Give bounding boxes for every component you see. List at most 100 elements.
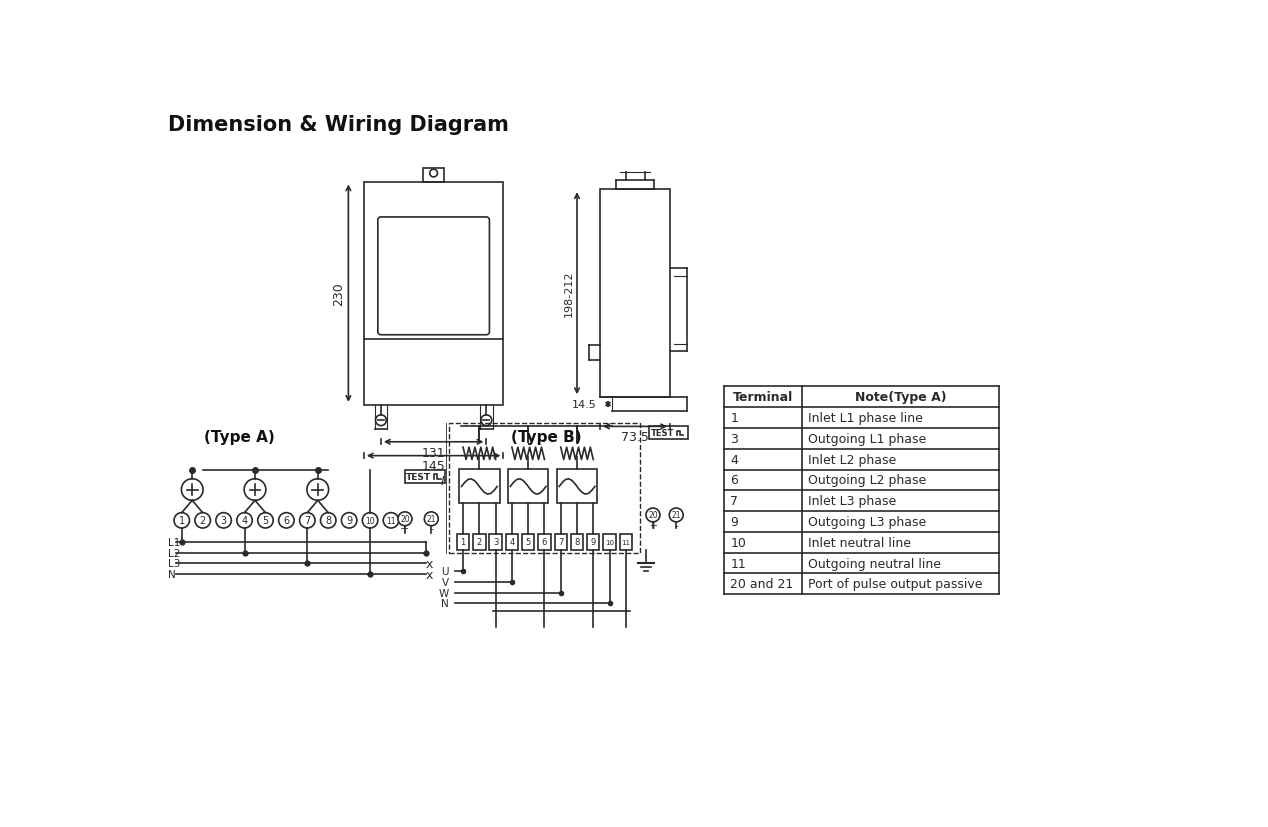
Text: 145: 145 (422, 460, 445, 473)
Text: 11: 11 (621, 539, 630, 545)
Text: 5: 5 (525, 538, 531, 547)
Text: (Type A): (Type A) (204, 430, 275, 445)
Text: TEST: TEST (406, 472, 431, 481)
Circle shape (237, 513, 252, 528)
Circle shape (307, 479, 328, 500)
Text: 4: 4 (241, 516, 247, 526)
Text: 14.5: 14.5 (572, 399, 596, 409)
Text: 4: 4 (730, 453, 738, 466)
Text: 10: 10 (365, 516, 375, 525)
Text: 1: 1 (730, 412, 738, 424)
Bar (604, 534, 616, 550)
Text: Inlet L2 phase: Inlet L2 phase (808, 453, 896, 466)
Text: 7: 7 (730, 495, 738, 508)
Bar (649, 427, 687, 440)
Text: Outgoing L2 phase: Outgoing L2 phase (808, 474, 926, 487)
Text: I: I (441, 474, 445, 487)
Text: TEST: TEST (650, 429, 673, 437)
Bar (364, 182, 503, 405)
Text: -: - (675, 520, 678, 530)
Text: Inlet L1 phase line: Inlet L1 phase line (808, 412, 923, 424)
Circle shape (321, 513, 336, 528)
Bar (587, 534, 600, 550)
Text: 10: 10 (605, 539, 614, 545)
Text: U: U (441, 566, 449, 576)
Text: 11: 11 (730, 557, 746, 570)
Bar (554, 534, 567, 550)
Text: 8: 8 (325, 516, 331, 526)
Text: Outgoing neutral line: Outgoing neutral line (808, 557, 941, 570)
Text: 6: 6 (283, 516, 289, 526)
Text: 10: 10 (730, 536, 747, 549)
Text: 1: 1 (460, 538, 465, 547)
Text: 131: 131 (422, 446, 445, 459)
Text: 20: 20 (401, 514, 410, 523)
Text: Note(Type A): Note(Type A) (855, 390, 946, 404)
Bar (489, 534, 502, 550)
Bar (571, 534, 583, 550)
Bar (473, 534, 486, 550)
Text: Port of pulse output passive: Port of pulse output passive (808, 577, 983, 590)
Text: 3: 3 (730, 433, 738, 445)
Circle shape (425, 512, 439, 526)
Text: 6: 6 (730, 474, 738, 487)
Text: 2: 2 (199, 516, 205, 526)
Text: 8: 8 (574, 538, 579, 547)
Text: 9: 9 (346, 516, 353, 526)
Circle shape (383, 513, 398, 528)
Text: Inlet L3 phase: Inlet L3 phase (808, 495, 896, 508)
Circle shape (195, 513, 210, 528)
Text: x: x (426, 557, 434, 571)
Text: 21: 21 (672, 511, 681, 520)
Text: +: + (401, 523, 410, 533)
Text: 198-212: 198-212 (564, 270, 574, 317)
Circle shape (363, 513, 378, 528)
Bar (404, 470, 445, 484)
Circle shape (181, 479, 203, 500)
Text: W: W (439, 588, 449, 598)
Circle shape (341, 513, 356, 528)
Circle shape (398, 512, 412, 526)
Text: 230: 230 (332, 282, 345, 306)
Text: Inlet neutral line: Inlet neutral line (808, 536, 910, 549)
Text: 6: 6 (541, 538, 547, 547)
Text: 5: 5 (262, 516, 269, 526)
Bar (600, 190, 670, 398)
Bar (538, 534, 550, 550)
Circle shape (216, 513, 231, 528)
Text: 21: 21 (426, 514, 436, 523)
Text: 2: 2 (477, 538, 482, 547)
Circle shape (670, 509, 683, 522)
Text: N: N (167, 570, 175, 580)
Text: 73.5: 73.5 (621, 431, 649, 444)
Text: 9: 9 (591, 538, 596, 547)
Text: 4: 4 (510, 538, 515, 547)
Text: L3: L3 (167, 559, 180, 569)
Text: Dimension & Wiring Diagram: Dimension & Wiring Diagram (167, 115, 508, 135)
Bar (508, 469, 548, 504)
Text: x: x (426, 568, 434, 581)
Bar (522, 534, 534, 550)
Text: 3: 3 (493, 538, 498, 547)
Bar (459, 469, 500, 504)
Circle shape (245, 479, 266, 500)
Text: 7: 7 (304, 516, 311, 526)
Text: 1: 1 (179, 516, 185, 526)
Bar (620, 534, 631, 550)
Text: 9: 9 (730, 515, 738, 528)
Text: L1: L1 (167, 538, 180, 547)
Text: Terminal: Terminal (733, 390, 792, 404)
Circle shape (174, 513, 189, 528)
Text: Outgoing L1 phase: Outgoing L1 phase (808, 433, 926, 445)
Text: N: N (441, 599, 449, 609)
Text: 11: 11 (387, 516, 396, 525)
Bar (456, 534, 469, 550)
Text: 20 and 21: 20 and 21 (730, 577, 794, 590)
Circle shape (279, 513, 294, 528)
Text: +: + (649, 520, 657, 530)
Text: 20: 20 (648, 511, 658, 520)
Text: -: - (430, 523, 434, 533)
Text: (Type B): (Type B) (511, 430, 581, 445)
Circle shape (299, 513, 314, 528)
Bar (557, 469, 597, 504)
